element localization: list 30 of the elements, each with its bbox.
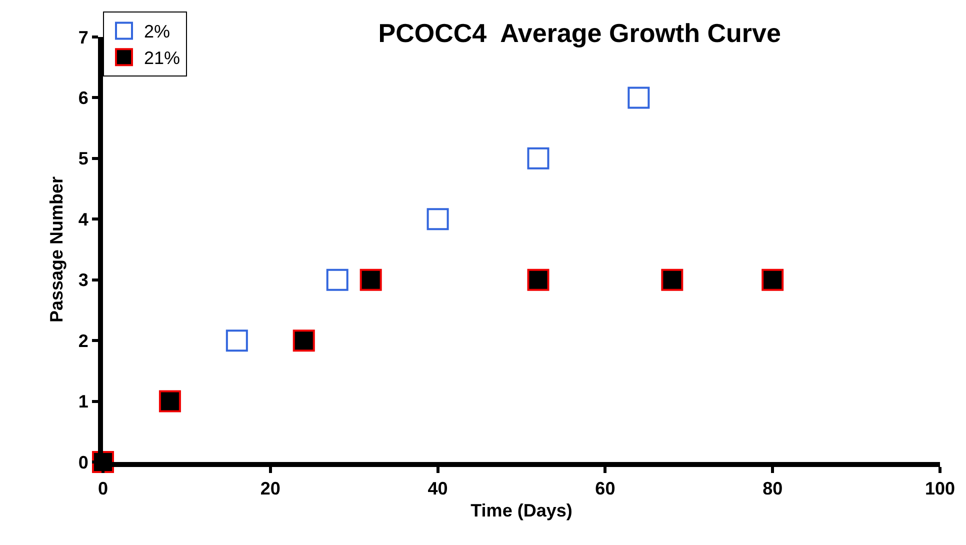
y-tick-label: 0 — [78, 452, 88, 472]
y-axis-title: Passage Number — [46, 176, 67, 323]
x-axis-title: Time (Days) — [470, 500, 572, 521]
legend-label: 2% — [144, 22, 170, 42]
point — [226, 330, 248, 352]
point — [158, 390, 181, 412]
y-tick-label: 3 — [78, 270, 88, 290]
x-tick-label: 100 — [924, 478, 956, 499]
point — [527, 147, 550, 170]
y-tick-label: 7 — [78, 27, 88, 48]
point — [326, 268, 348, 291]
point — [661, 268, 684, 291]
point — [292, 330, 315, 352]
x-tick-label: 80 — [762, 478, 783, 499]
x-tick-label: 40 — [428, 478, 448, 499]
y-tick-label: 2 — [78, 330, 88, 351]
x-tick-label: 20 — [260, 478, 280, 499]
y-tick-label: 6 — [78, 88, 88, 108]
point — [360, 268, 382, 291]
chart-title: PCOCC4 Average Growth Curve — [378, 18, 781, 48]
y-tick-label: 4 — [78, 209, 88, 230]
y-tick-label: 5 — [78, 148, 88, 169]
point — [527, 268, 550, 291]
x-tick-label: 60 — [595, 478, 616, 499]
y-tick-label: 1 — [78, 392, 88, 412]
x-tick-label: 0 — [98, 478, 108, 499]
point — [628, 86, 650, 109]
point — [762, 268, 784, 291]
legend-label: 21% — [144, 48, 180, 68]
point — [426, 208, 449, 230]
